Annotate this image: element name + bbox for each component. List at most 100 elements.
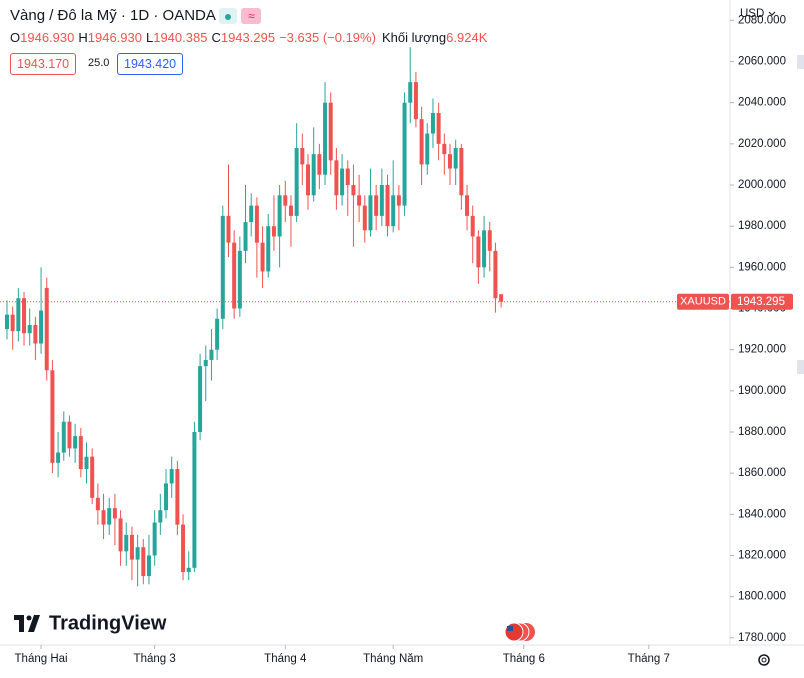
candle-body (442, 143, 447, 155)
volume-label: Khối lượng (381, 30, 447, 45)
candle-body (215, 318, 220, 350)
legend-value: 1946.930 (87, 30, 142, 45)
candle-body (453, 147, 458, 169)
candle-body (146, 555, 151, 577)
candle-body (129, 534, 134, 560)
candle-body (271, 226, 276, 237)
title: Vàng / Đô la Mỹ · 1D · OANDA (10, 7, 216, 24)
candle-body (175, 469, 180, 525)
candle-body (413, 82, 418, 120)
price-value: 1943.295 (737, 296, 785, 308)
logo-text: TradingView (49, 612, 167, 634)
y-tick-label: 2060.000 (738, 56, 786, 68)
price-value-box (731, 293, 793, 310)
settings-icon[interactable] (758, 654, 770, 666)
candle-body (112, 508, 117, 519)
legend-label: C (211, 30, 221, 45)
candle-body (260, 242, 265, 272)
candle-body (90, 456, 95, 498)
candle-body (288, 205, 293, 216)
delay-icon: ≈ (241, 8, 262, 25)
candle-body (374, 195, 379, 216)
candle-body (311, 154, 316, 196)
y-tick-label: 2000.000 (738, 179, 786, 191)
candle-body (243, 222, 248, 251)
price-symbol-box (677, 293, 729, 310)
candle-body (487, 230, 492, 251)
candle-body (164, 483, 169, 511)
legend-value: 1946.930 (20, 30, 75, 45)
candle-body (16, 298, 21, 332)
candle-body (124, 534, 129, 552)
candle-body (499, 294, 504, 302)
candle-body (22, 298, 27, 334)
candle-body (220, 215, 225, 319)
candle-body (425, 133, 430, 165)
candle-body (118, 518, 123, 552)
candle-body (78, 436, 83, 470)
candle-body (39, 310, 44, 344)
candle-body (50, 370, 55, 463)
scroll-tab (797, 360, 804, 374)
legend-change: −3.635 (−0.19%) (279, 30, 376, 45)
y-tick-label: 1780.000 (738, 632, 786, 644)
x-tick-label: Tháng 7 (628, 653, 670, 665)
legend-value: 1940.385 (153, 30, 208, 45)
candle-body (135, 547, 140, 560)
ohlc-legend: O1946.930 H1946.930 L1940.385 C1943.295 −3.6… (10, 30, 487, 45)
y-tick-label: 2020.000 (738, 138, 786, 150)
candle-body (482, 230, 487, 268)
candle-body (430, 112, 435, 134)
candle-body (84, 456, 89, 470)
candle-body (306, 164, 311, 196)
y-tick-label: 1820.000 (738, 550, 786, 562)
x-tick-label: Tháng Năm (363, 653, 423, 665)
candle-body (33, 324, 38, 344)
logo (14, 615, 40, 632)
candle-body (328, 102, 333, 161)
symbol-title: Vàng / Đô la Mỹ · 1D · OANDA ≈ (10, 7, 262, 25)
flag-icon (504, 622, 535, 642)
candle-body (447, 154, 452, 169)
candle-body (323, 102, 328, 175)
y-tick-label: 1900.000 (738, 385, 786, 397)
candle-body (277, 195, 282, 237)
candle-body (396, 195, 401, 206)
candle-body (345, 168, 350, 186)
x-tick-label: Tháng 4 (264, 653, 307, 665)
price-symbol: XAUUSD (680, 296, 726, 308)
candle-body (294, 147, 299, 216)
candle-body (300, 147, 305, 165)
ask-box[interactable]: 1943.420 (117, 53, 184, 75)
y-tick-label: 1980.000 (738, 220, 786, 232)
candle-body (493, 250, 498, 299)
candle-body (10, 314, 15, 332)
currency[interactable]: USD (740, 8, 764, 20)
candle-body (198, 366, 203, 432)
bid-box[interactable]: 1943.170 (10, 53, 77, 75)
candle-body (465, 195, 470, 216)
candle-body (249, 205, 254, 223)
candle-body (317, 154, 322, 175)
x-tick-label: Tháng 6 (503, 653, 545, 665)
candle-body (334, 160, 339, 196)
status-dot (219, 8, 238, 25)
candle-body (158, 510, 163, 523)
candle-body (232, 242, 237, 309)
candle-body (266, 226, 271, 272)
candle-body (459, 147, 464, 196)
candle-body (95, 497, 100, 511)
candle-body (470, 215, 475, 237)
spread: 25.0 (88, 57, 110, 69)
candle-body (4, 314, 9, 330)
currency-caret (768, 11, 776, 16)
candle-body (44, 287, 49, 371)
y-tick-label: 1960.000 (738, 261, 786, 273)
y-tick-label: 2040.000 (738, 97, 786, 109)
candle-body (368, 195, 373, 231)
y-tick-label: 2080.000 (738, 14, 786, 26)
candle-body (152, 522, 157, 556)
legend-label: L (145, 30, 154, 45)
